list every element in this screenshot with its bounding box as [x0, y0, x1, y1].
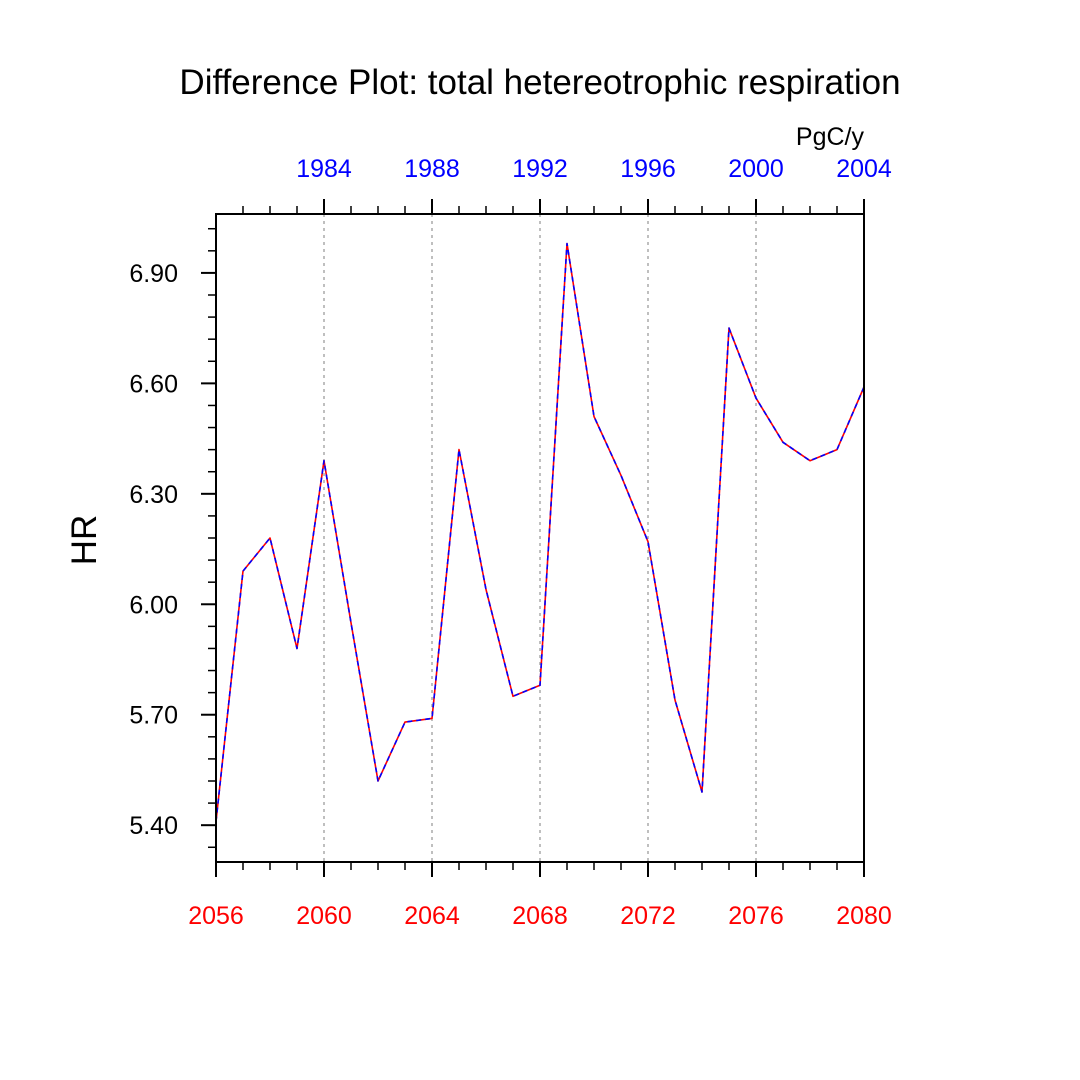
x-top-tick-label: 1988	[404, 155, 460, 183]
x-bottom-tick-label: 2064	[404, 902, 460, 930]
series-layer	[215, 242, 865, 822]
x-top-tick-label: 2000	[728, 155, 784, 183]
y-tick-label: 5.40	[129, 812, 178, 840]
series-line-past	[215, 242, 865, 822]
chart-title: Difference Plot: total hetereotrophic re…	[179, 63, 900, 102]
y-axis-label: HR	[65, 515, 104, 566]
x-bottom-tick-label: 2068	[512, 902, 568, 930]
x-bottom-tick-label: 2080	[836, 902, 892, 930]
grid-layer	[323, 214, 757, 862]
y-tick-label: 6.60	[129, 370, 178, 398]
x-bottom-tick-label: 2056	[188, 902, 244, 930]
x-bottom-tick-label: 2076	[728, 902, 784, 930]
x-top-tick-label: 1992	[512, 155, 568, 183]
y-tick-label: 6.90	[129, 260, 178, 288]
y-tick-label: 6.00	[129, 591, 178, 619]
axis-layer: 2056 2060 2064 2068 2072 2076 2080 1984 1988 1992…	[129, 155, 892, 930]
y-tick-label: 6.30	[129, 481, 178, 509]
y-tick-label: 5.70	[129, 702, 178, 730]
x-bottom-tick-label: 2060	[296, 902, 352, 930]
x-bottom-tick-label: 2072	[620, 902, 676, 930]
x-top-tick-label: 1984	[296, 155, 352, 183]
x-top-tick-label: 1996	[620, 155, 676, 183]
x-top-tick-label: 2004	[836, 155, 892, 183]
units-label: PgC/y	[796, 123, 865, 151]
